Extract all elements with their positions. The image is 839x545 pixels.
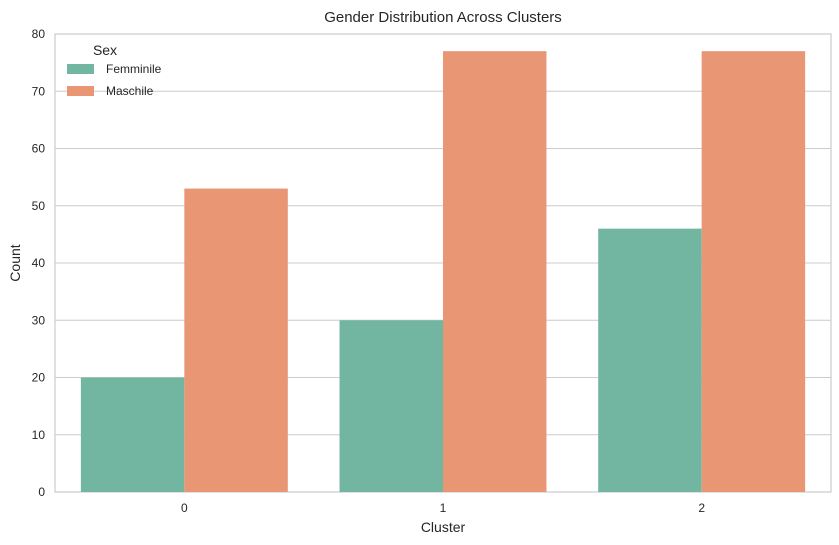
y-tick-labels: 0 10 20 30 40 50 60 70 80 (32, 27, 46, 499)
x-tick-label: 1 (440, 501, 447, 515)
y-tick-label: 60 (32, 142, 46, 156)
legend-label-maschile: Maschile (106, 84, 154, 98)
y-tick-label: 80 (32, 27, 46, 41)
y-axis-label: Count (7, 244, 23, 281)
y-tick-label: 0 (38, 485, 45, 499)
x-tick-label: 2 (698, 501, 705, 515)
x-tick-labels: 0 1 2 (181, 501, 705, 515)
legend-title: Sex (93, 42, 117, 58)
bar-maschile-cluster-1 (443, 51, 547, 493)
bars (80, 51, 806, 493)
bar-femminile-cluster-1 (339, 320, 443, 492)
y-tick-label: 70 (32, 84, 46, 98)
bar-maschile-cluster-2 (701, 51, 806, 493)
legend: Sex Femminile Maschile (67, 42, 162, 98)
y-tick-label: 50 (32, 199, 46, 213)
y-tick-label: 40 (32, 256, 46, 270)
legend-label-femminile: Femminile (106, 62, 162, 76)
y-tick-label: 10 (32, 428, 46, 442)
x-axis-label: Cluster (421, 519, 466, 535)
x-tick-label: 0 (181, 501, 188, 515)
bar-femminile-cluster-0 (80, 377, 185, 492)
legend-items: Femminile Maschile (67, 62, 162, 98)
bar-maschile-cluster-0 (184, 188, 288, 492)
legend-swatch-femminile (67, 64, 94, 74)
legend-swatch-maschile (67, 86, 94, 96)
y-tick-label: 30 (32, 313, 46, 327)
bar-femminile-cluster-2 (598, 228, 702, 492)
y-tick-label: 20 (32, 371, 46, 385)
chart-title: Gender Distribution Across Clusters (324, 9, 562, 26)
